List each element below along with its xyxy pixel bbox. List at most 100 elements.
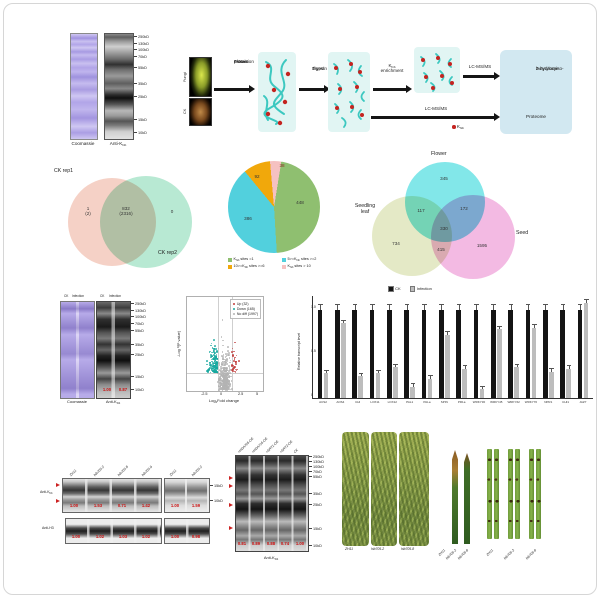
bar-infection [427, 375, 433, 398]
scatter-point [223, 385, 226, 388]
bar-group: AOS4 [332, 296, 348, 404]
scatter-point [221, 366, 223, 369]
scatter-point [212, 368, 215, 370]
mw-marker: 55kD [131, 329, 144, 334]
scatter-point [212, 369, 214, 372]
scatter-point [233, 360, 235, 362]
pie-legend-chip [228, 265, 232, 269]
bar-group: CHI1 [558, 296, 574, 404]
genotype-label: ZH11 [345, 547, 354, 551]
scatter-point [223, 374, 225, 377]
scatter-point [209, 364, 212, 367]
scatter-point [229, 369, 231, 372]
khib-dot-icon [452, 124, 456, 129]
blot-ratio: 1.42 [141, 503, 151, 508]
scatter-point [222, 388, 224, 391]
bar-ck [421, 304, 427, 398]
blot-ratio: 1.00 [71, 534, 81, 539]
bar-group: WRKY62 [506, 296, 522, 404]
bar-infection [514, 363, 519, 398]
scatter-point [225, 381, 228, 384]
scatter-point [218, 386, 221, 389]
volcano-xlabel-sub: 2 [215, 400, 218, 404]
scatter-point [227, 350, 229, 352]
scatter-point [226, 363, 229, 366]
scatter-point [222, 339, 224, 342]
bar-ck [438, 304, 444, 398]
scatter-point [208, 367, 211, 370]
khib-blot-left [62, 478, 162, 513]
coomassie-gel-infection [60, 301, 95, 399]
scatter-point [223, 364, 226, 366]
scatter-point [225, 369, 227, 372]
scatter-point [228, 384, 230, 387]
genotype-label: hib705-2 [371, 547, 385, 551]
segment-photo-hib705-8-b [536, 449, 541, 539]
khib-legend-sub: hib [459, 126, 464, 131]
scatter-point [226, 373, 228, 375]
workflow-arrow-2 [299, 85, 330, 93]
scatter-point [225, 373, 227, 376]
barchart-legend: CK Infection [388, 286, 432, 292]
scatter-point [235, 363, 237, 365]
segment-photo-hib705-2-a [508, 449, 513, 539]
scatter-point [220, 364, 223, 367]
mw-marker: 100kD [134, 48, 149, 53]
ck-sample-photo [189, 98, 212, 126]
volcano-ylabel-rest: (P value) [176, 330, 181, 347]
scatter-point [228, 385, 230, 388]
scatter-point [226, 388, 229, 391]
coomassie-label-f: Coomassie [66, 399, 87, 404]
scatter-point [226, 369, 229, 372]
pie-legend-text: Khib sites > 10 [287, 264, 311, 269]
pie-legend-item: 5>=Khib sites >=2 [282, 257, 342, 262]
panel-i-markers: 15kD 10kD [210, 478, 224, 511]
scatter-point [229, 368, 231, 371]
barchart-ytick: 0.5 [311, 349, 316, 353]
anti-khib-label-sub: hib [122, 143, 127, 148]
scatter-point [210, 368, 213, 371]
scatter-point [214, 363, 217, 365]
scatter-point [228, 369, 230, 372]
bar-ck [386, 304, 392, 398]
h3-blot-left [65, 518, 162, 544]
scatter-point [221, 385, 224, 388]
bar-category-label: PR1a [457, 400, 466, 404]
anti-khib-label-j-sub: hib [274, 557, 279, 561]
scatter-point [215, 355, 218, 358]
scatter-point [207, 370, 209, 372]
scatter-point [214, 366, 217, 369]
volcano-legend-label: Up (32) [236, 301, 249, 306]
scatter-point [232, 350, 235, 353]
scatter-point [208, 364, 211, 367]
anti-khib-label-j: Anti-Khib [252, 555, 290, 561]
scatter-point [227, 379, 229, 382]
scatter-point [220, 375, 222, 378]
pie-value-448: 448 [296, 200, 304, 205]
mw-marker: 250kD [134, 35, 149, 40]
khib-sites-pie [228, 161, 320, 253]
bar-ck [577, 304, 583, 398]
scatter-point [226, 360, 229, 363]
anti-h3-row-label: Anti-H3 [42, 526, 54, 530]
panicle-labels: ZH11 hib705-2 hib705-8 [342, 547, 432, 553]
scatter-point [218, 385, 220, 388]
khib-blot-lines [235, 455, 309, 552]
scatter-point [213, 362, 216, 365]
pie-legend-text: 5>=Khib sites >=2 [287, 257, 317, 262]
mw-marker: 130kD [131, 309, 146, 314]
scatter-point [224, 362, 227, 364]
scatter-point [216, 357, 219, 360]
figure-border [3, 3, 597, 595]
bar-group: LOX12 [384, 296, 400, 404]
scatter-point [218, 363, 221, 366]
scatter-point [222, 380, 224, 383]
scatter-point [226, 385, 229, 388]
scatter-point [224, 370, 227, 372]
scatter-point [236, 368, 238, 371]
scatter-point [210, 367, 212, 370]
scatter-point [219, 386, 222, 389]
scatter-point [214, 345, 216, 348]
scatter-point [209, 363, 212, 366]
volcano-xtick: -2.5 [201, 392, 208, 396]
